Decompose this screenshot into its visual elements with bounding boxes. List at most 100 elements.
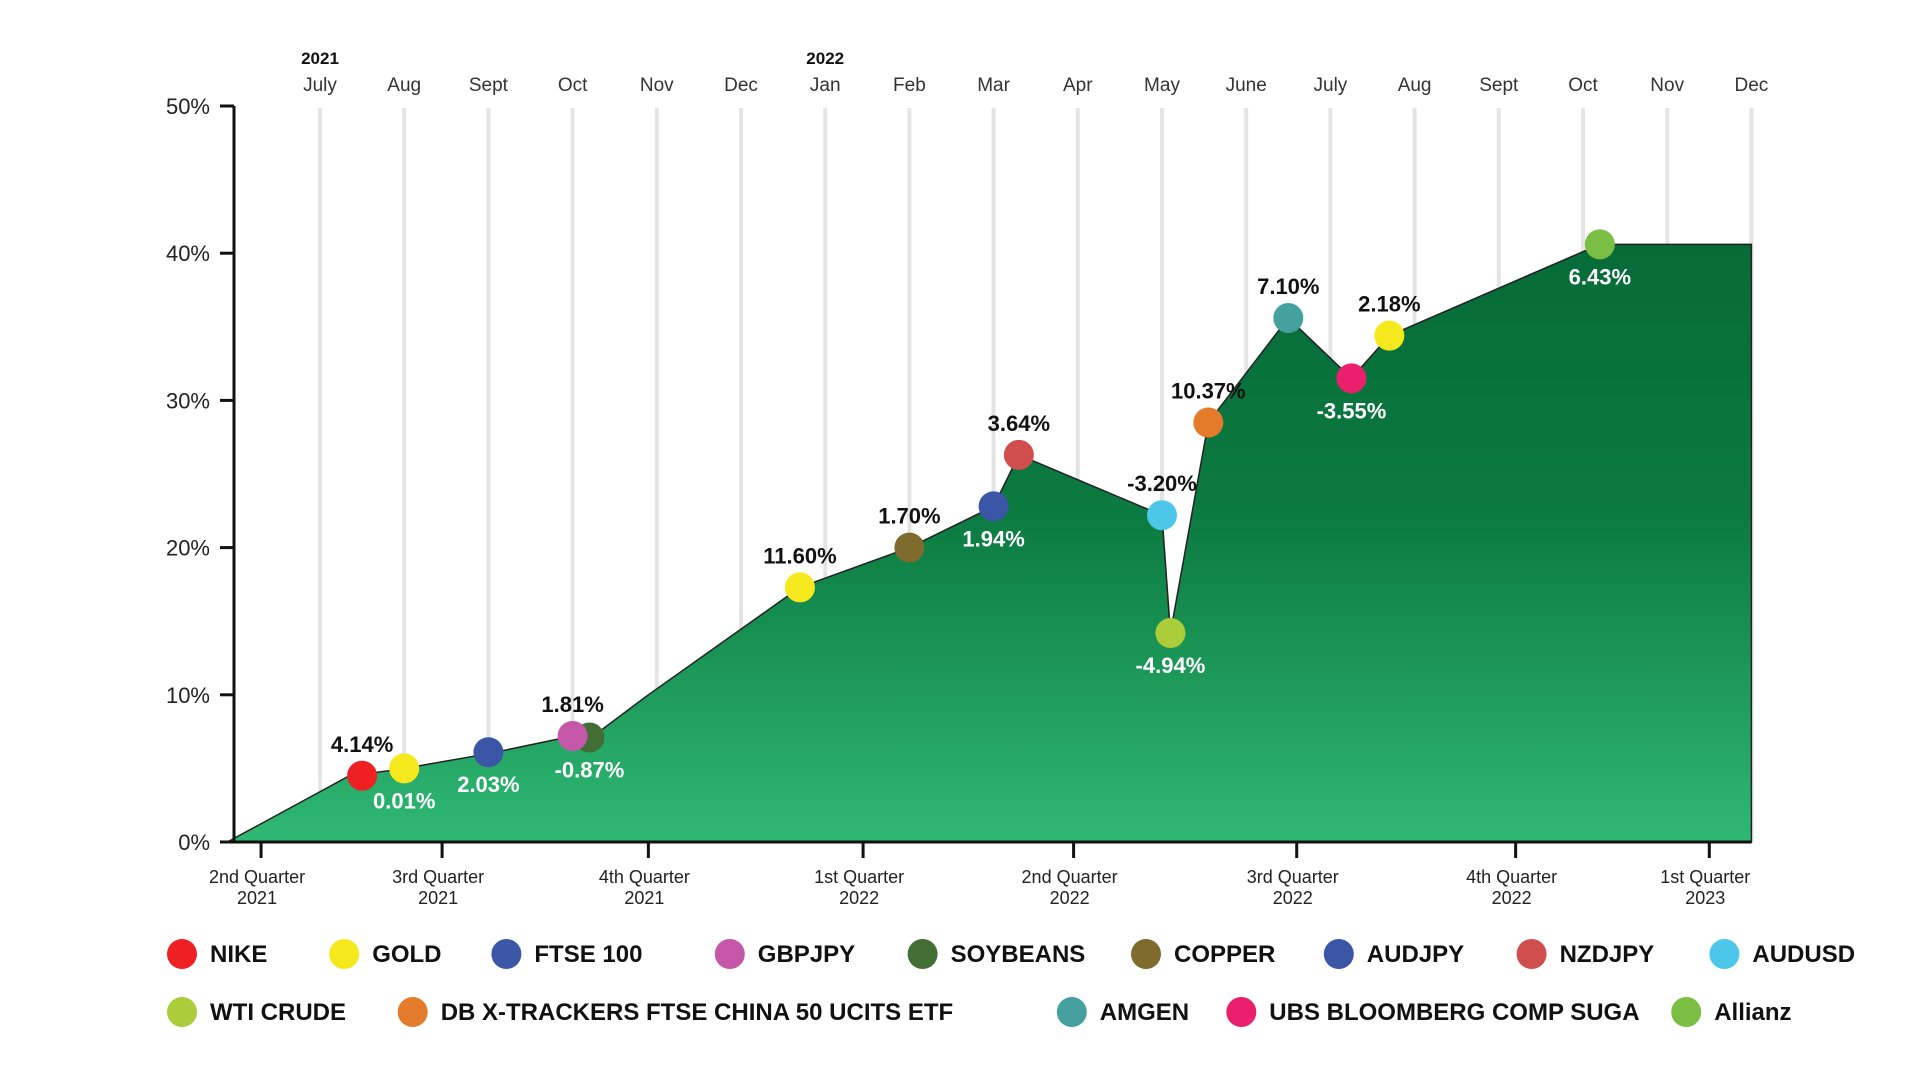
y-tick-label: 20% [166, 536, 210, 561]
quarter-label: 4th Quarter [599, 867, 690, 887]
marker-ftse-100 [473, 737, 504, 768]
marker-gold [1374, 320, 1405, 351]
marker-amgen [1273, 302, 1304, 333]
month-label: July [303, 75, 337, 96]
marker-nzdjpy [1003, 439, 1034, 470]
marker-copper [894, 532, 925, 563]
marker-gold [784, 572, 815, 603]
legend-swatch [167, 939, 197, 969]
marker-gold [389, 753, 420, 784]
month-label: July [1314, 75, 1348, 96]
month-label: Mar [977, 75, 1010, 96]
data-label: -4.94% [1136, 653, 1206, 678]
legend-swatch [1131, 939, 1161, 969]
legend-label: AMGEN [1100, 999, 1189, 1026]
quarter-year-label: 2021 [418, 888, 458, 908]
data-label: 2.03% [457, 772, 519, 797]
year-label: 2022 [806, 49, 844, 68]
data-label: 1.81% [541, 692, 603, 717]
y-tick-label: 10% [166, 683, 210, 708]
legend-swatch [907, 939, 938, 969]
legend-label: UBS BLOOMBERG COMP SUGA [1269, 999, 1639, 1026]
legend-label: Allianz [1714, 999, 1791, 1026]
y-tick-label: 40% [166, 241, 210, 266]
legend-label: COPPER [1174, 941, 1275, 968]
month-label: Aug [1398, 75, 1432, 96]
month-label: Oct [1568, 75, 1598, 96]
data-label: -3.20% [1127, 471, 1197, 496]
data-label: 0.01% [373, 788, 435, 813]
y-tick-label: 30% [166, 388, 210, 413]
data-label: 2.18% [1358, 292, 1420, 317]
month-label: Nov [640, 75, 674, 96]
month-label: Aug [387, 75, 421, 96]
legend-label: AUDUSD [1752, 941, 1855, 968]
data-label: 11.60% [763, 543, 836, 568]
quarter-label: 3rd Quarter [392, 867, 484, 887]
quarter-label: 3rd Quarter [1247, 867, 1339, 887]
quarter-year-label: 2022 [1273, 888, 1313, 908]
quarter-label: 1st Quarter [1660, 867, 1750, 887]
month-label: Dec [724, 75, 758, 96]
quarter-year-label: 2023 [1685, 888, 1725, 908]
legend-label: NZDJPY [1560, 941, 1655, 968]
data-label: 4.14% [331, 732, 393, 757]
marker-audusd [1147, 500, 1177, 531]
month-label: May [1144, 75, 1180, 96]
legend-swatch [329, 939, 360, 969]
data-label: 6.43% [1569, 264, 1631, 289]
legend-label: WTI CRUDE [210, 999, 346, 1026]
data-markers: 4.14% 0.01% 2.03% -0.87% 1.81% 11.60% 1.70% 1.9… [331, 229, 1631, 813]
quarter-label: 1st Quarter [814, 867, 904, 887]
legend-label: GBPJPY [758, 941, 855, 968]
quarter-year-label: 2021 [624, 888, 664, 908]
legend-swatch [397, 997, 428, 1027]
quarter-year-label: 2022 [1050, 888, 1090, 908]
legend-label: SOYBEANS [951, 941, 1086, 968]
data-label: -0.87% [555, 757, 625, 782]
y-tick-label: 50% [166, 94, 210, 119]
data-label: -3.55% [1317, 398, 1387, 423]
legend-label: GOLD [372, 941, 441, 968]
legend-swatch [167, 997, 197, 1027]
data-label: 7.10% [1257, 274, 1319, 299]
legend-swatch [714, 939, 745, 969]
marker-allianz [1584, 229, 1615, 260]
legend-swatch [1516, 939, 1547, 969]
month-label: Sept [469, 75, 509, 96]
legend: NIKE GOLD FTSE 100 GBPJPY SOYBEANS COPPER AUDJ… [167, 939, 1855, 1027]
legend-swatch [1226, 997, 1257, 1027]
year-label: 2021 [301, 49, 339, 68]
legend-label: DB X-TRACKERS FTSE CHINA 50 UCITS ETF [441, 999, 953, 1026]
month-label: June [1226, 75, 1267, 96]
month-label: Jan [810, 75, 841, 96]
marker-db-x-trackers-ftse-china-50-ucits-etf [1193, 407, 1224, 438]
legend-swatch [1709, 939, 1740, 969]
quarter-year-label: 2022 [839, 888, 879, 908]
quarter-label: 4th Quarter [1466, 867, 1557, 887]
axes [222, 106, 1752, 844]
data-label: 1.70% [878, 504, 940, 529]
quarter-year-label: 2021 [237, 888, 277, 908]
month-label: Dec [1735, 75, 1769, 96]
quarter-label: 2nd Quarter [1022, 867, 1118, 887]
data-label: 3.64% [988, 411, 1050, 436]
month-labels: July Aug Sept Oct Nov Dec Jan Feb Mar Apr May June J… [301, 49, 1768, 96]
month-label: Sept [1479, 75, 1519, 96]
legend-swatch [1323, 939, 1354, 969]
data-label: 1.94% [962, 526, 1024, 551]
y-tick-labels: 0% 10% 20% 30% 40% 50% [166, 94, 234, 855]
legend-swatch [1056, 997, 1087, 1027]
marker-ubs-bloomberg-comp-suga [1336, 363, 1367, 394]
quarter-year-label: 2022 [1492, 888, 1532, 908]
marker-nike [347, 760, 378, 791]
quarter-label: 2nd Quarter [209, 867, 305, 887]
month-label: Nov [1650, 75, 1684, 96]
month-label: Apr [1063, 75, 1093, 96]
legend-label: NIKE [210, 941, 267, 968]
y-tick-label: 0% [178, 830, 210, 855]
legend-swatch [1671, 997, 1702, 1027]
month-label: Oct [558, 75, 588, 96]
